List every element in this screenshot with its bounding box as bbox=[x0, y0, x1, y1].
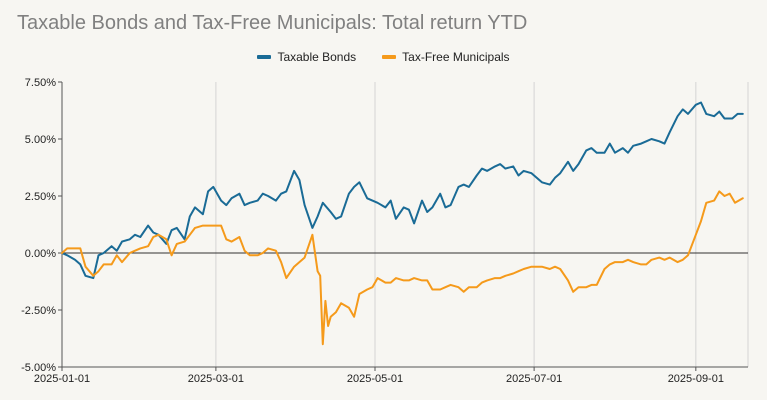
y-tick-label: 5.00% bbox=[25, 134, 56, 146]
y-tick-label: -5.00% bbox=[21, 362, 56, 374]
chart-legend: Taxable Bonds Tax-Free Municipals bbox=[0, 50, 767, 64]
chart-title: Taxable Bonds and Tax-Free Municipals: T… bbox=[17, 12, 528, 34]
legend-label-taxable-bonds: Taxable Bonds bbox=[277, 50, 357, 64]
legend-swatch-tax-free-municipals bbox=[382, 55, 397, 59]
y-tick-label: -2.50% bbox=[21, 305, 56, 317]
legend-label-tax-free-municipals: Tax-Free Municipals bbox=[402, 50, 510, 64]
x-tick-label: 2025-01-01 bbox=[34, 373, 90, 385]
y-tick-label: 7.50% bbox=[25, 77, 56, 89]
legend-item-taxable-bonds: Taxable Bonds bbox=[257, 50, 356, 64]
legend-item-tax-free-municipals: Tax-Free Municipals bbox=[382, 50, 510, 64]
x-tick-label: 2025-07-01 bbox=[506, 373, 562, 385]
legend-swatch-taxable-bonds bbox=[257, 55, 272, 59]
series-line-taxable-bonds bbox=[61, 101, 744, 280]
series-line-tax-free-municipals bbox=[61, 190, 744, 346]
y-tick-label: 0.00% bbox=[25, 248, 56, 260]
y-tick-label: 2.50% bbox=[25, 191, 56, 203]
x-tick-label: 2025-03-01 bbox=[188, 373, 244, 385]
x-tick-label: 2025-05-01 bbox=[347, 373, 403, 385]
x-tick-label: 2025-09-01 bbox=[668, 373, 724, 385]
